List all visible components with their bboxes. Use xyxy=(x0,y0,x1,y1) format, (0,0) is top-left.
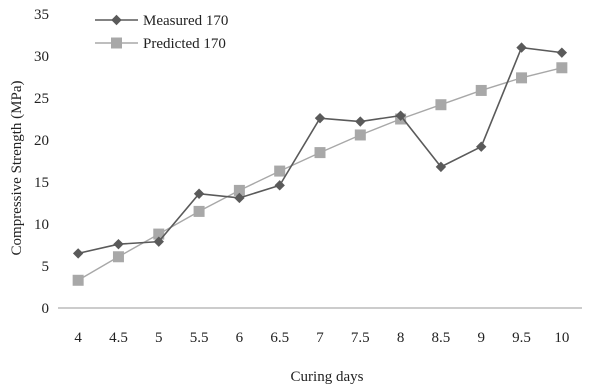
x-tick-label: 7.5 xyxy=(351,330,370,346)
data-point xyxy=(234,192,245,204)
data-point xyxy=(556,47,568,58)
x-tick-label: 5 xyxy=(155,330,163,346)
series-measured-170 xyxy=(72,42,568,259)
legend-marker xyxy=(111,14,122,26)
y-tick-label: 35 xyxy=(34,7,49,23)
legend: Measured 170 Predicted 170 xyxy=(95,13,228,52)
y-tick-label: 15 xyxy=(34,175,49,191)
x-tick-label: 7 xyxy=(316,330,324,346)
x-tick-label: 6.5 xyxy=(270,330,289,346)
data-point xyxy=(435,161,447,173)
data-point xyxy=(314,112,326,124)
data-point xyxy=(314,147,326,159)
data-point xyxy=(435,99,447,111)
y-tick-label: 5 xyxy=(42,259,50,275)
series-line xyxy=(77,67,563,281)
data-point xyxy=(355,116,366,127)
data-point xyxy=(274,180,285,191)
data-point xyxy=(476,141,487,152)
data-point xyxy=(153,228,165,240)
x-tick-label: 4 xyxy=(74,330,82,346)
x-tick-label: 10 xyxy=(554,330,569,346)
series-layer xyxy=(72,42,568,286)
x-axis-title: Curing days xyxy=(291,369,364,385)
legend-marker xyxy=(111,37,122,49)
data-point xyxy=(395,110,406,121)
x-tick-label: 6 xyxy=(236,330,244,346)
legend-item: Measured 170 xyxy=(95,13,228,29)
y-tick-label: 0 xyxy=(42,301,50,317)
data-point xyxy=(72,248,84,259)
y-axis-title: Compressive Strength (MPa) xyxy=(9,81,25,256)
data-point xyxy=(556,62,568,74)
x-tick-label: 4.5 xyxy=(109,330,128,346)
data-point xyxy=(233,184,245,196)
y-tick-label: 30 xyxy=(34,49,49,65)
legend-item: Predicted 170 xyxy=(95,36,226,52)
data-point xyxy=(153,236,164,247)
y-tick-label: 20 xyxy=(34,133,49,149)
x-tick-label: 8.5 xyxy=(432,330,451,346)
data-point xyxy=(274,165,286,177)
x-axis: 4 4.5 5 5.5 6 6.5 7 7.5 8 8.5 9 9.5 10 xyxy=(58,307,582,346)
y-tick-label: 25 xyxy=(34,91,49,107)
legend-label: Predicted 170 xyxy=(143,36,226,52)
data-point xyxy=(516,42,527,53)
data-point xyxy=(354,129,366,141)
data-point xyxy=(112,251,124,263)
legend-label: Measured 170 xyxy=(143,13,228,29)
data-point xyxy=(516,72,528,84)
x-tick-label: 5.5 xyxy=(190,330,209,346)
data-point xyxy=(72,274,84,286)
x-tick-label: 9 xyxy=(477,330,485,346)
x-tick-label: 8 xyxy=(397,330,405,346)
y-tick-label: 10 xyxy=(34,217,49,233)
data-point xyxy=(113,238,124,250)
x-tick-label: 9.5 xyxy=(512,330,531,346)
series-predicted-170 xyxy=(72,62,568,286)
y-axis: 0 5 10 15 20 25 30 35 xyxy=(34,7,49,317)
data-point xyxy=(193,205,205,217)
data-point xyxy=(475,84,487,96)
data-point xyxy=(193,188,205,199)
